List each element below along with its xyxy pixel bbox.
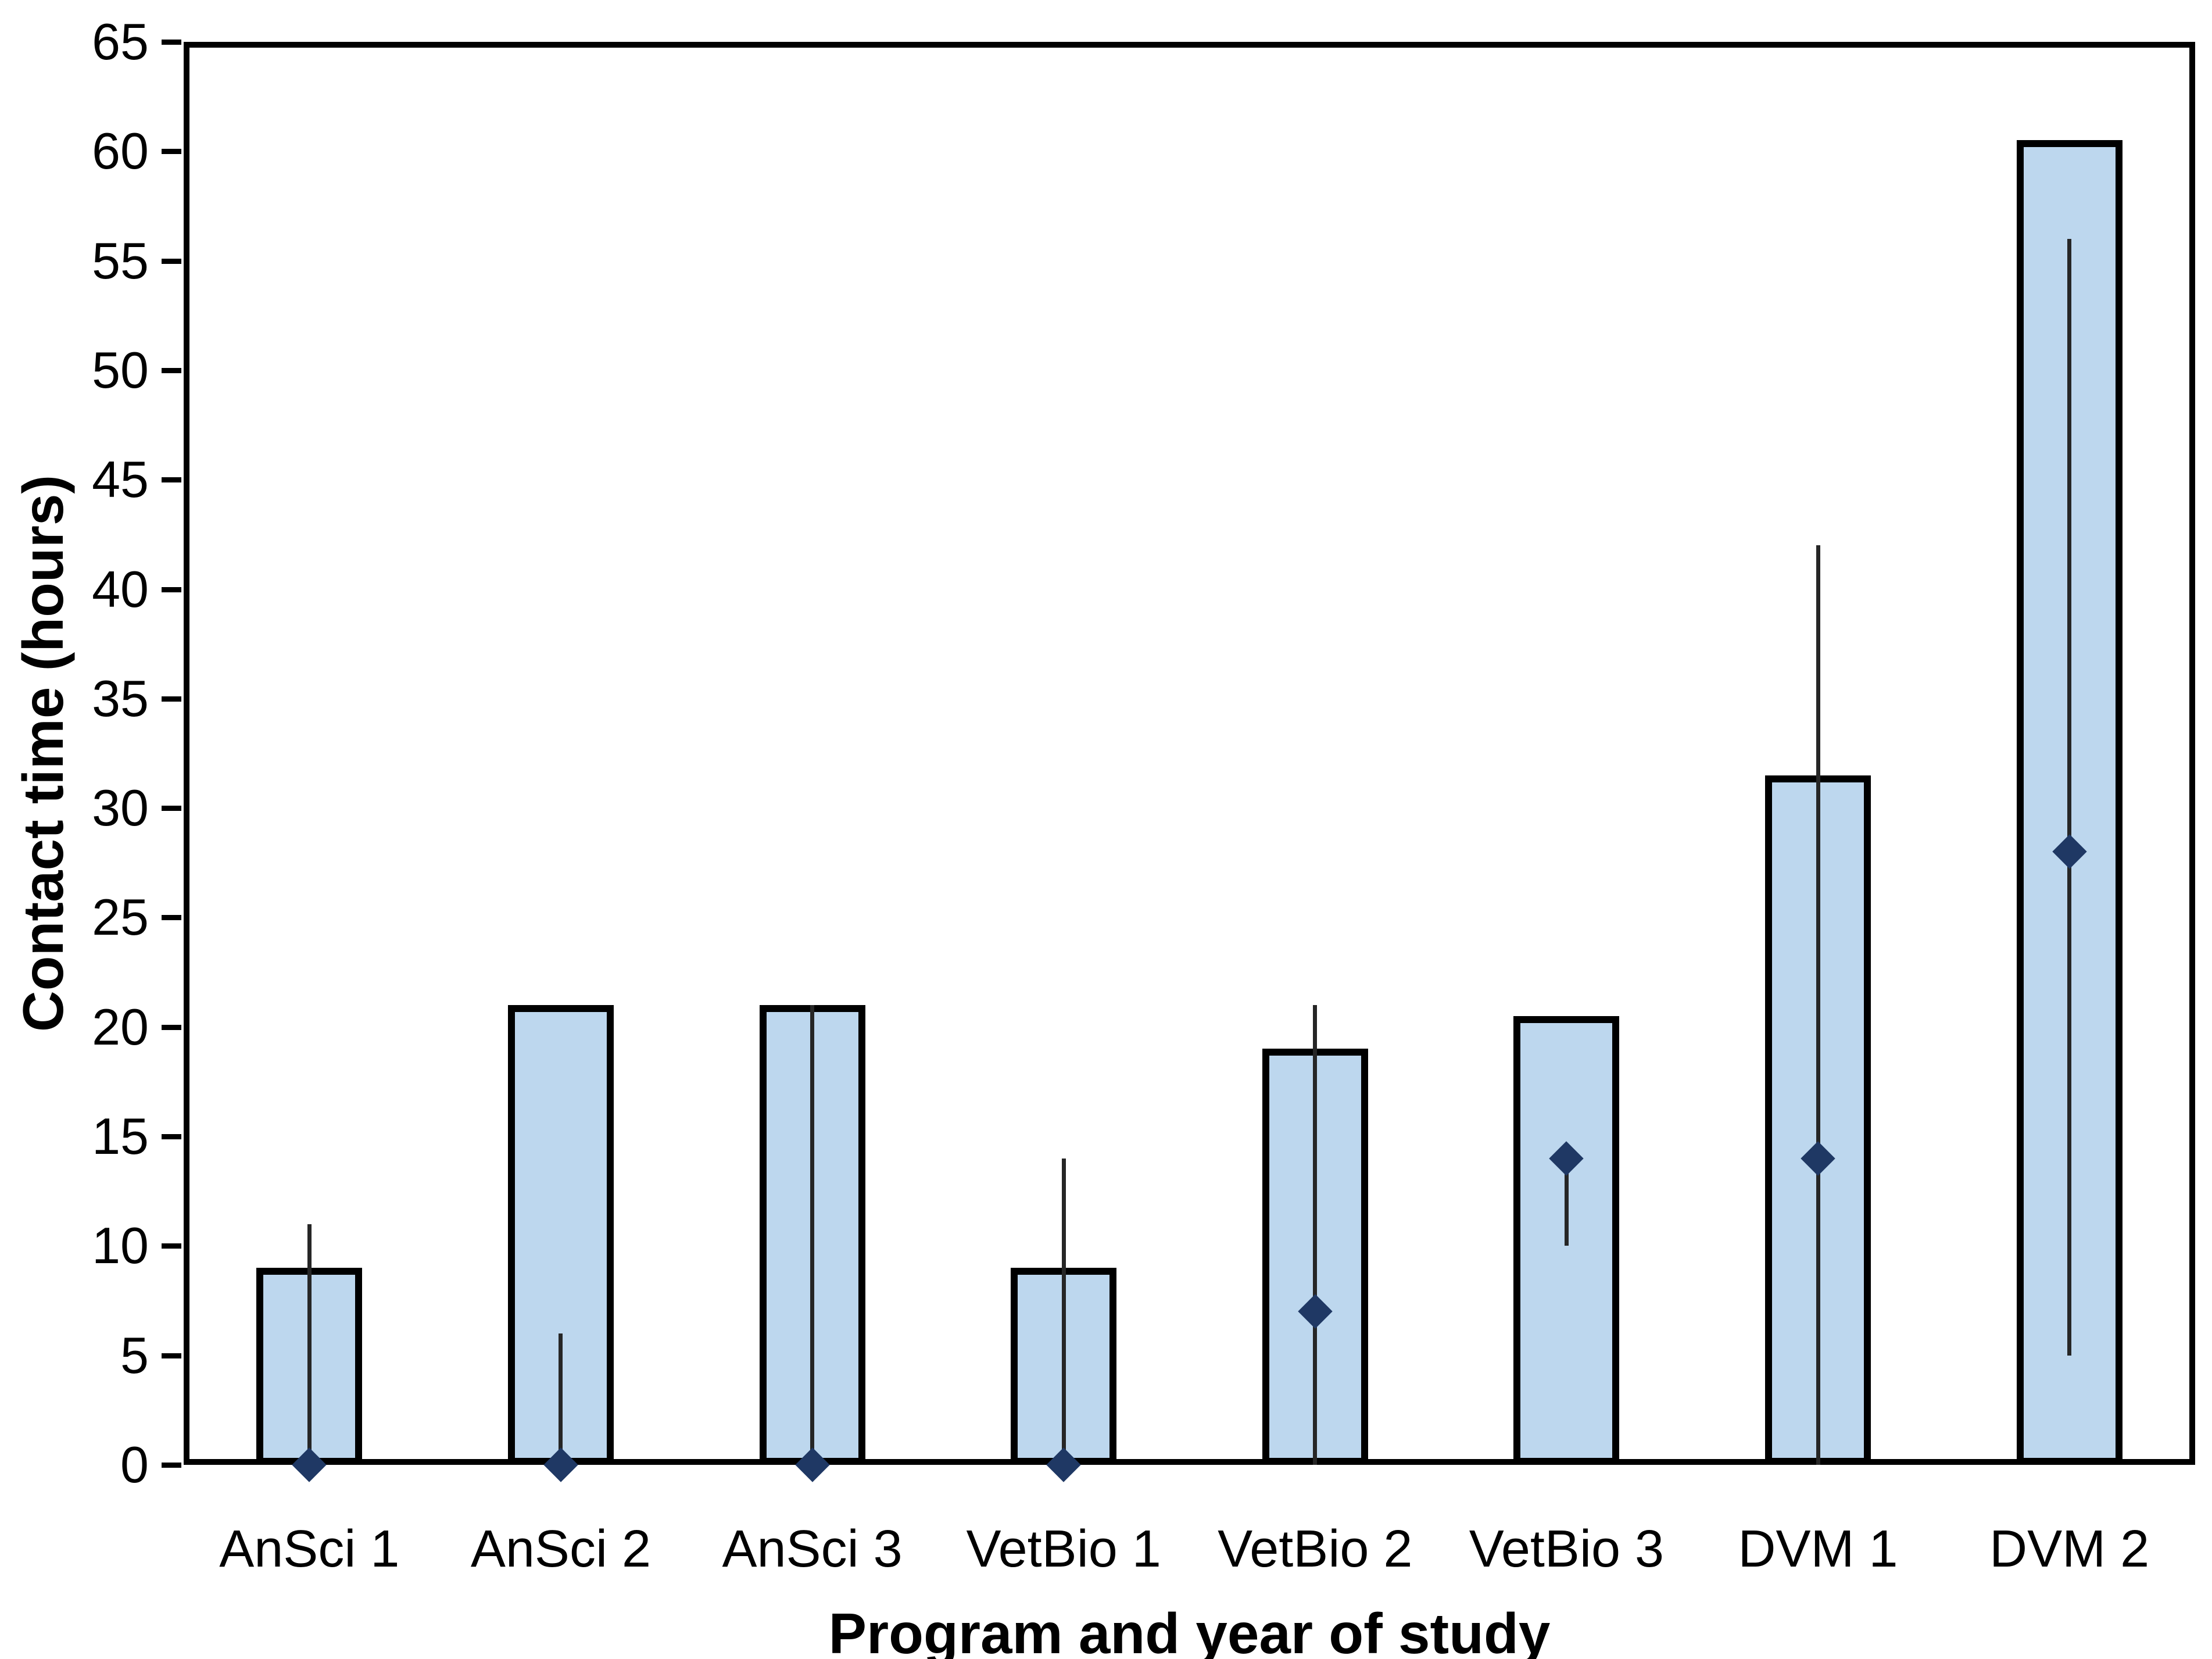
- range-line-vetbio-3: [1564, 1158, 1569, 1246]
- y-axis-tick-label: 15: [92, 1107, 149, 1165]
- y-axis-tick-label: 0: [120, 1436, 149, 1493]
- y-axis-tick: [162, 1243, 181, 1249]
- y-axis-tick: [162, 1024, 181, 1030]
- y-axis-tick-label: 50: [92, 341, 149, 399]
- y-axis-tick: [162, 587, 181, 592]
- y-axis-tick-label: 55: [92, 231, 149, 289]
- y-axis-tick: [162, 258, 181, 264]
- y-axis-tick: [162, 477, 181, 483]
- x-tick-label-ansci-3: AnSci 3: [722, 1520, 903, 1578]
- x-tick-label-dvm-1: DVM 1: [1738, 1520, 1898, 1578]
- plot-area: [184, 42, 2195, 1465]
- y-axis-tick-label: 65: [92, 13, 149, 70]
- range-line-ansci-1: [307, 1224, 312, 1465]
- y-axis-tick-label: 20: [92, 997, 149, 1056]
- range-line-vetbio-1: [1061, 1158, 1066, 1465]
- y-axis-tick-label: 5: [120, 1326, 149, 1384]
- y-axis-tick: [162, 1134, 181, 1140]
- y-axis-tick: [162, 40, 181, 45]
- x-tick-label-vetbio-2: VetBio 2: [1218, 1520, 1413, 1578]
- y-axis-tick-label: 40: [92, 560, 149, 618]
- range-line-ansci-3: [810, 1005, 815, 1465]
- x-axis-title: Program and year of study: [828, 1601, 1551, 1659]
- x-tick-label-ansci-2: AnSci 2: [470, 1520, 652, 1578]
- y-axis-tick: [162, 367, 181, 373]
- y-axis-tick-label: 25: [92, 888, 149, 946]
- y-axis-tick: [162, 1463, 181, 1468]
- y-axis-tick-label: 30: [92, 779, 149, 837]
- x-tick-label-ansci-1: AnSci 1: [219, 1520, 400, 1578]
- y-axis-tick: [162, 696, 181, 702]
- y-axis-tick: [162, 806, 181, 811]
- range-line-dvm-1: [1816, 545, 1820, 1465]
- y-axis-tick: [162, 1353, 181, 1358]
- range-line-vetbio-2: [1313, 1005, 1318, 1465]
- x-tick-label-dvm-2: DVM 2: [1989, 1520, 2150, 1578]
- y-axis-tick-label: 45: [92, 450, 149, 509]
- y-axis-tick-label: 10: [92, 1217, 149, 1275]
- y-axis-tick-label: 60: [92, 122, 149, 180]
- x-tick-label-vetbio-1: VetBio 1: [966, 1520, 1161, 1578]
- range-line-dvm-2: [2067, 238, 2072, 1356]
- y-axis-tick: [162, 149, 181, 155]
- range-line-ansci-2: [559, 1333, 563, 1465]
- y-axis-tick: [162, 915, 181, 921]
- x-tick-label-vetbio-3: VetBio 3: [1469, 1520, 1665, 1578]
- y-axis-tick-label: 35: [92, 669, 149, 727]
